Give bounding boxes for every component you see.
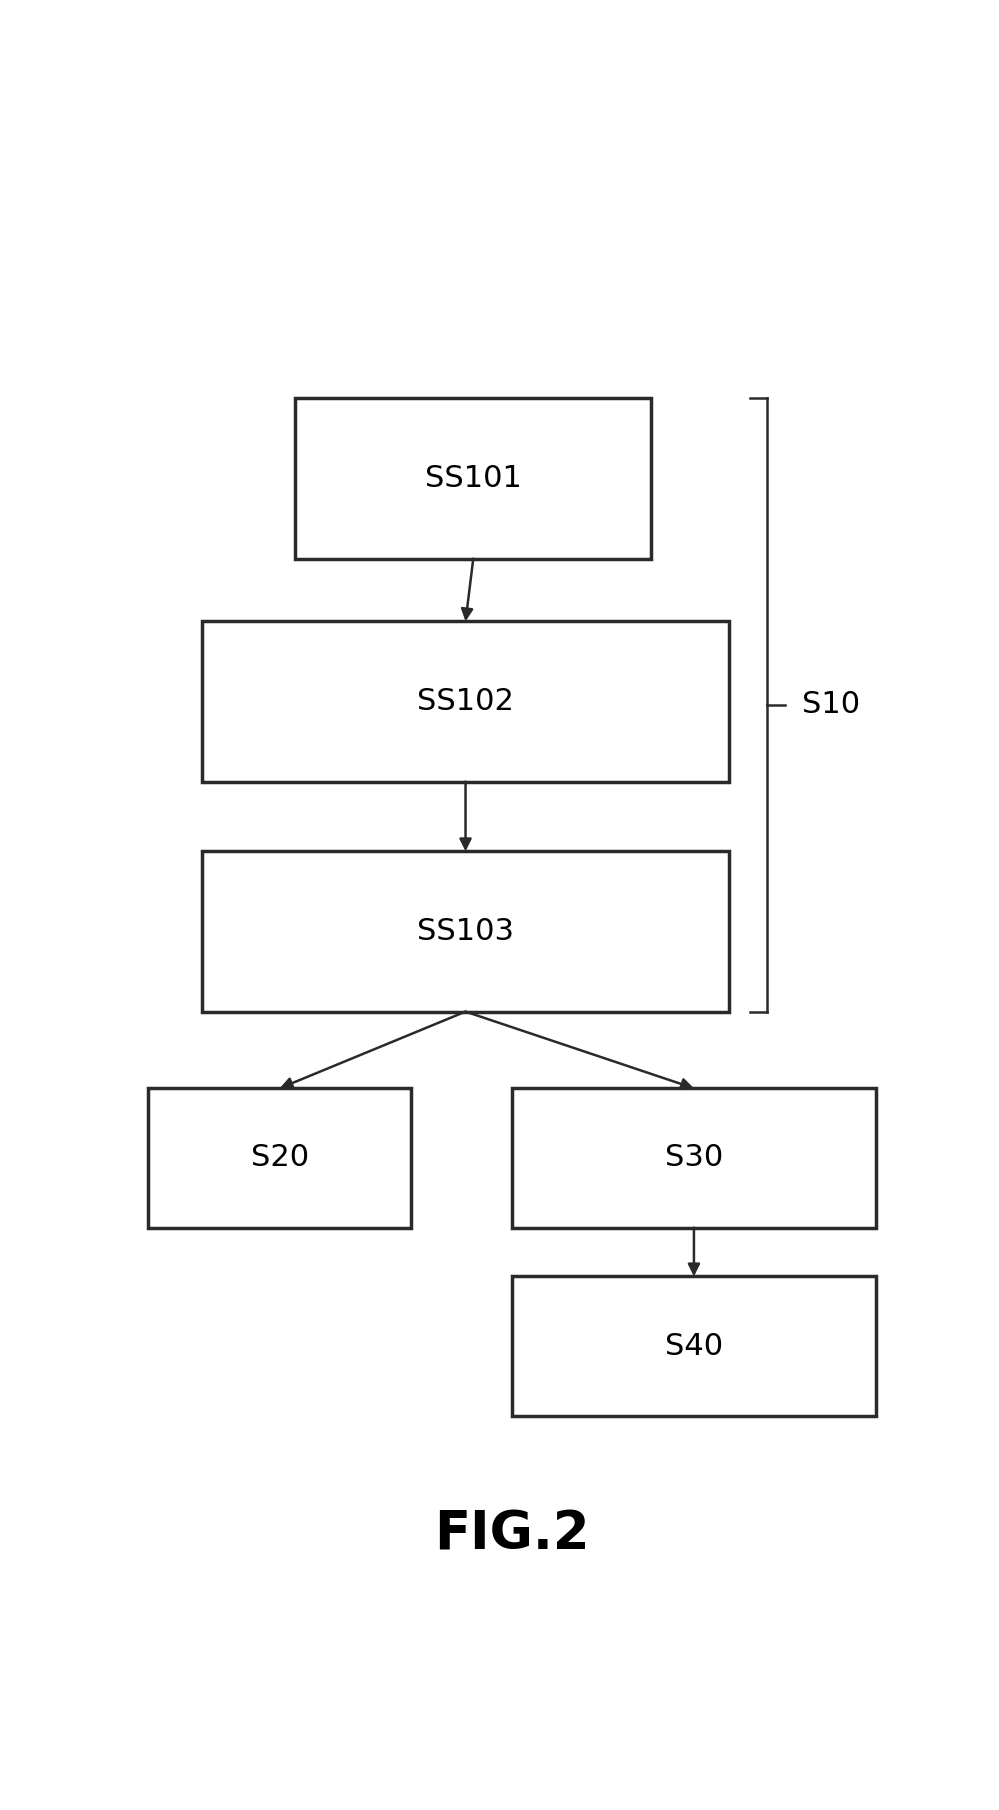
Text: SS101: SS101 (425, 463, 521, 492)
Bar (202, 621, 729, 782)
Bar (511, 1088, 876, 1227)
Text: S20: S20 (251, 1144, 309, 1173)
Text: FIG.2: FIG.2 (435, 1508, 589, 1560)
Text: S40: S40 (665, 1332, 723, 1361)
Text: S30: S30 (664, 1144, 723, 1173)
Text: S10: S10 (802, 690, 860, 720)
Bar (511, 1276, 876, 1415)
Bar (148, 1088, 412, 1227)
Bar (202, 851, 729, 1012)
Bar (296, 398, 651, 559)
Text: SS103: SS103 (417, 918, 514, 947)
Text: SS102: SS102 (418, 688, 513, 717)
